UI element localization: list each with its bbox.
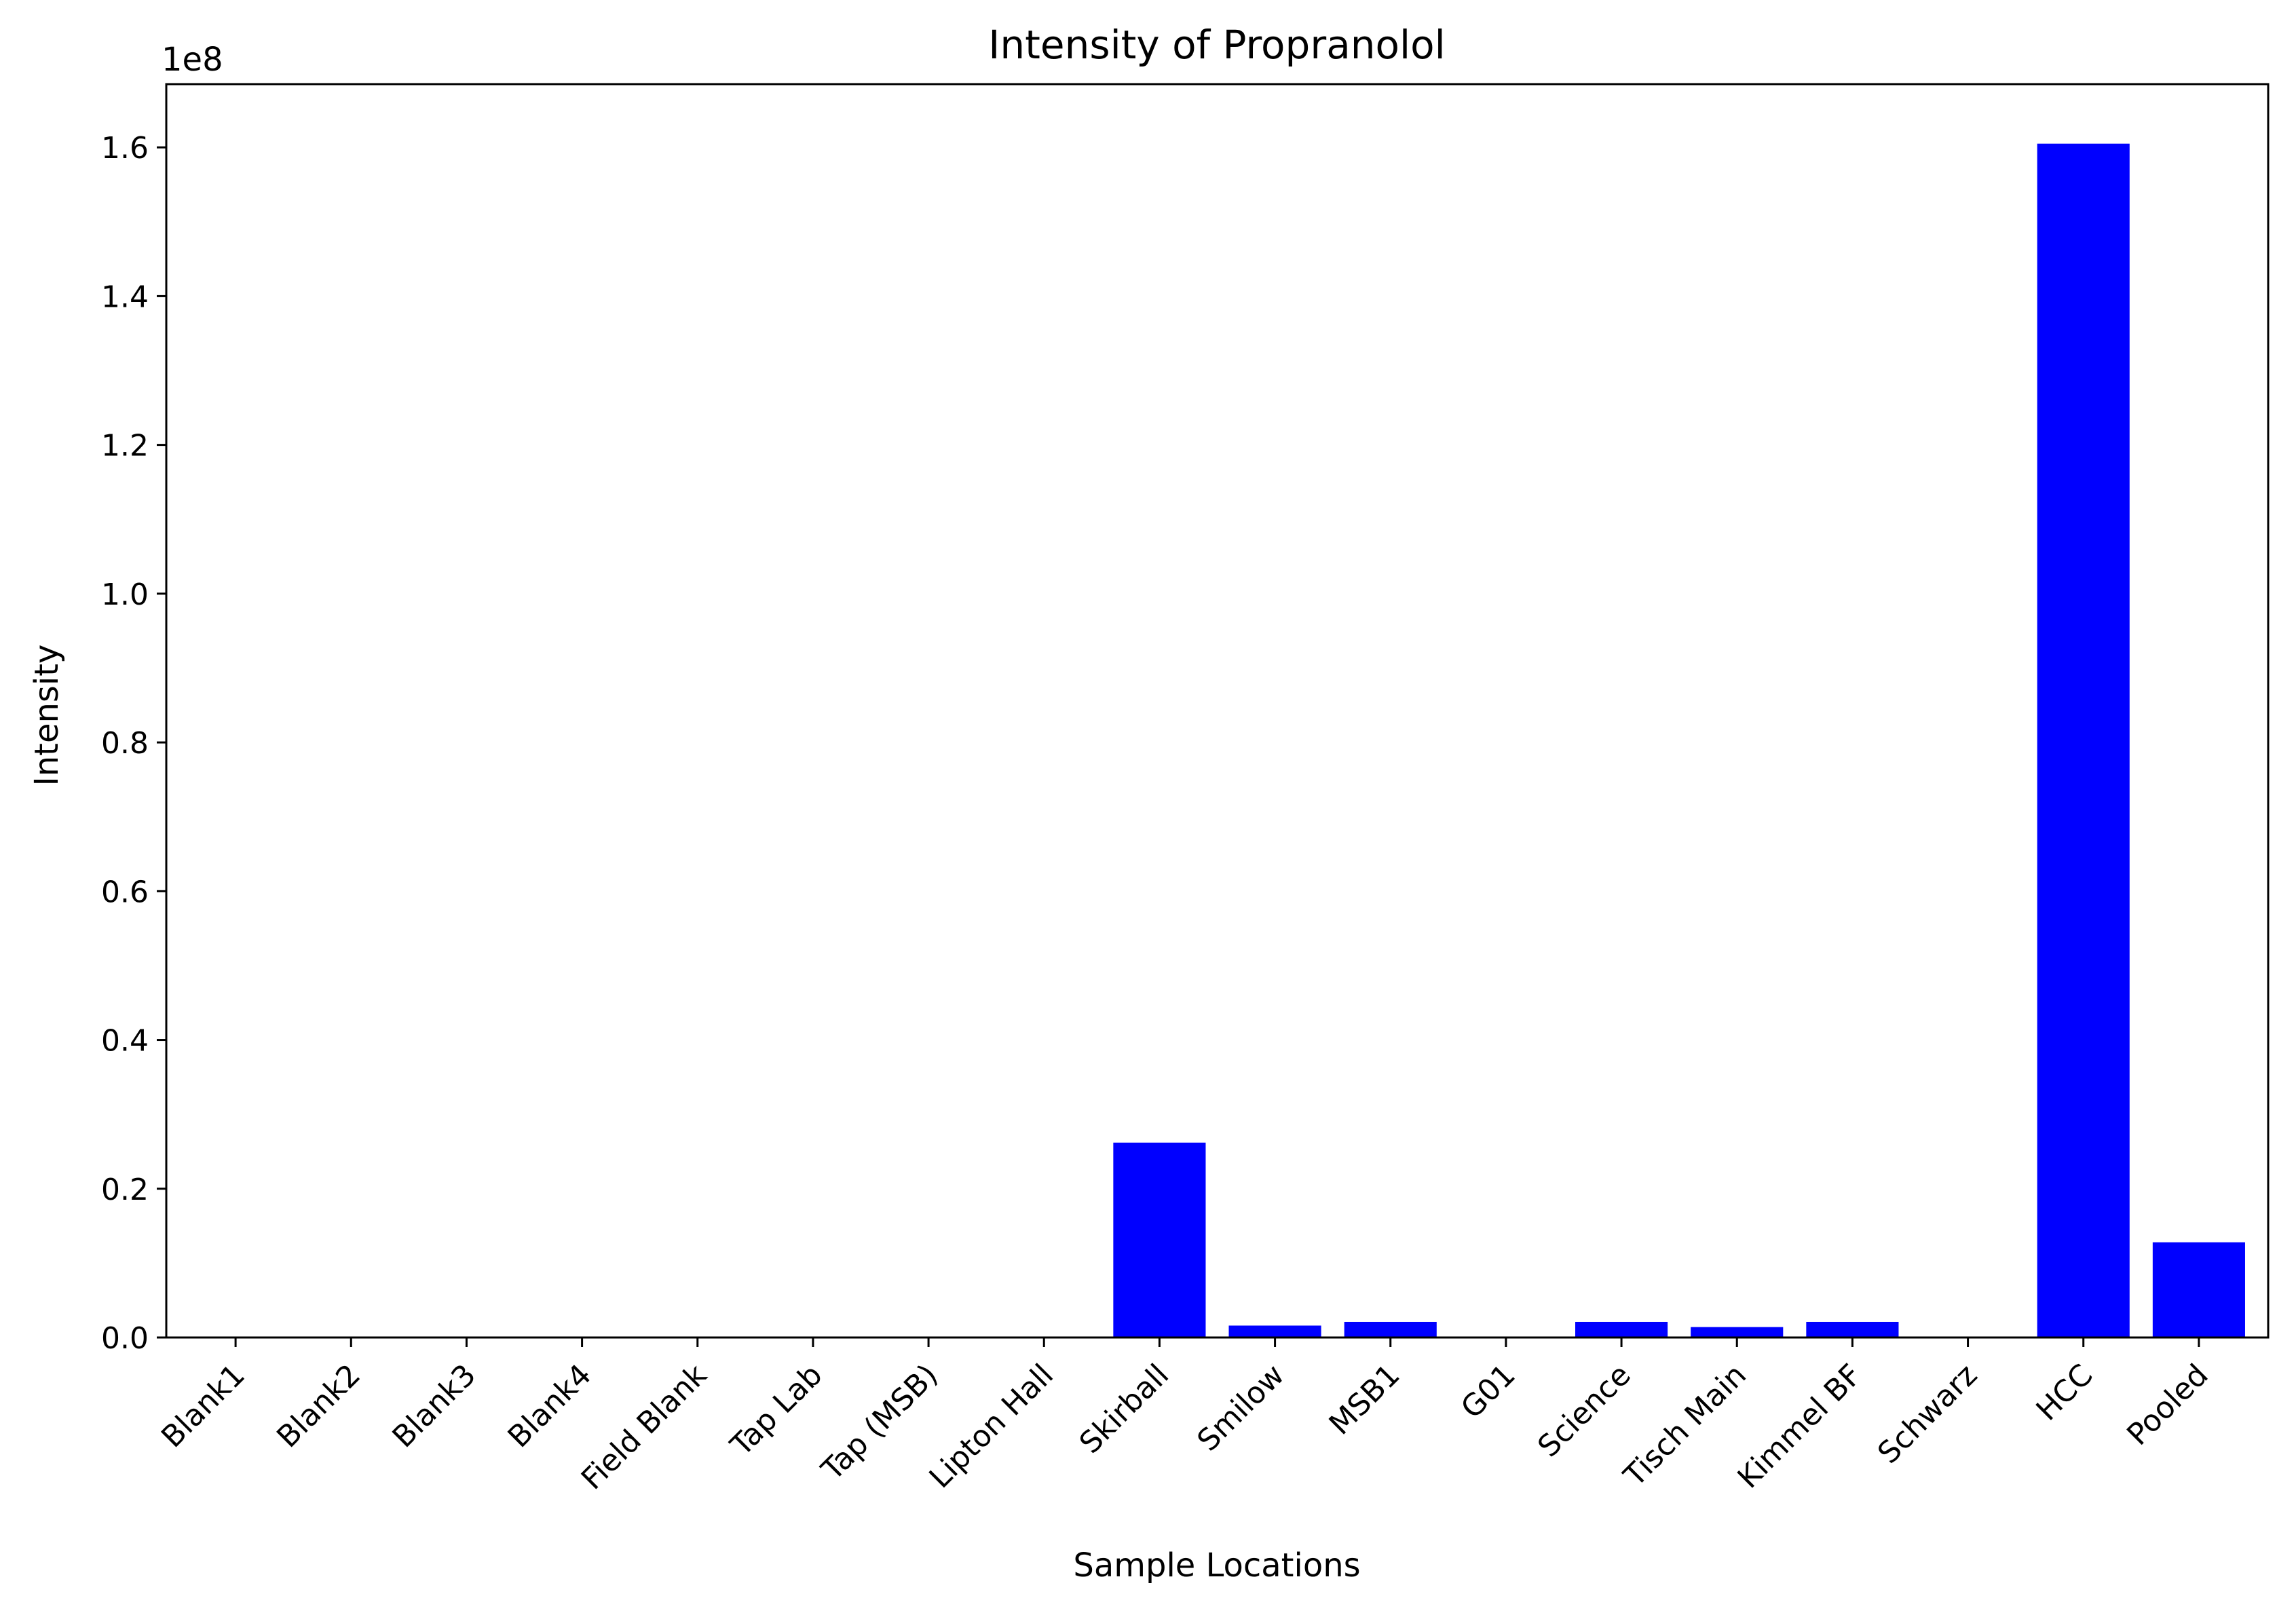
y-tick-label: 0.4 [101, 1024, 149, 1059]
y-tick-label: 1.6 [101, 131, 149, 166]
bar-skirball [1113, 1142, 1206, 1337]
bar-hcc [2037, 143, 2130, 1337]
bar-smilow [1228, 1325, 1321, 1337]
y-axis-label: Intensity [28, 645, 66, 786]
y-tick-label: 0.8 [101, 726, 149, 761]
bar-tisch-main [1691, 1327, 1784, 1337]
y-tick-label: 1.4 [101, 280, 149, 314]
bar-pooled [2152, 1242, 2245, 1337]
y-tick-label: 0.6 [101, 875, 149, 909]
y-axis-ticks: 0.0 0.2 0.4 0.6 0.8 1.0 1.2 1.4 1.6 [101, 131, 166, 1356]
bar-msb1 [1344, 1321, 1437, 1337]
y-tick-label: 0.0 [101, 1321, 149, 1356]
y-tick-label: 0.2 [101, 1173, 149, 1207]
chart-title: Intensity of Propranolol [988, 22, 1445, 68]
bar-science [1575, 1321, 1668, 1337]
y-tick-label: 1.2 [101, 429, 149, 463]
y-tick-label: 1.0 [101, 577, 149, 612]
y-axis-offset-label: 1e8 [162, 41, 223, 79]
bars-layer [1113, 143, 2245, 1337]
x-axis-label: Sample Locations [1073, 1546, 1360, 1584]
plot-frame [165, 83, 2270, 1339]
bar-kimmel-bf [1806, 1321, 1899, 1337]
